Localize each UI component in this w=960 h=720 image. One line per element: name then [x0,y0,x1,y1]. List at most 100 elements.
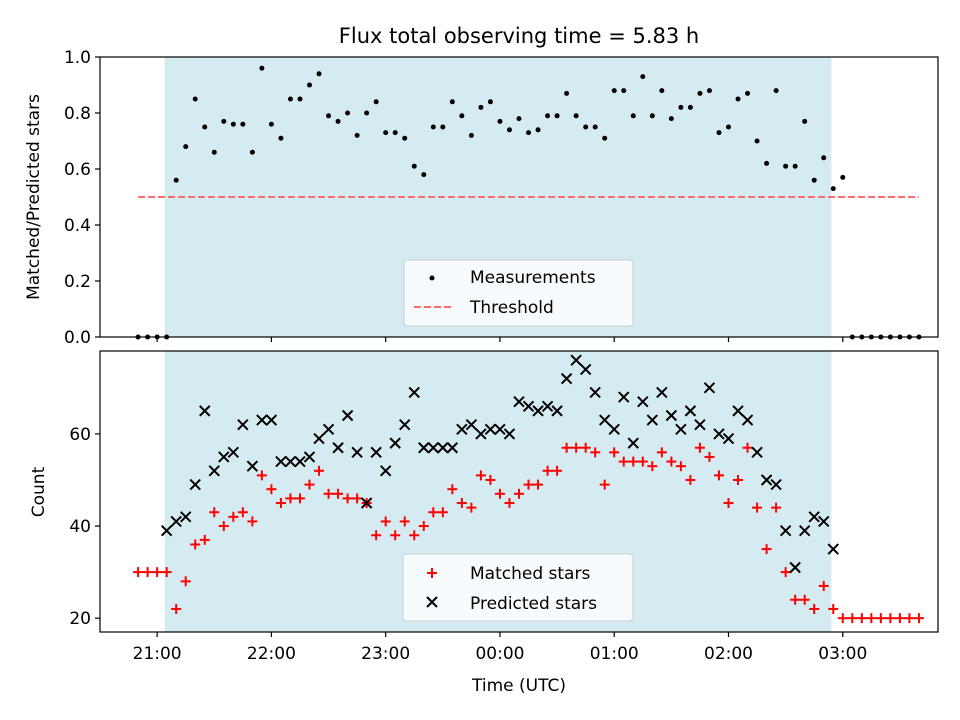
top-y-axis-label: Matched/Predicted stars [24,94,44,300]
predicted-star-point [589,386,601,399]
predicted-star-point [703,382,716,394]
measurement-point [297,96,303,102]
measurement-point [373,99,379,105]
predicted-star-point [513,395,525,408]
measurement-point [249,149,255,155]
predicted-star-point [570,354,582,366]
matched-star-point [171,603,182,614]
legend-label-matched: Matched stars [470,564,590,584]
measurement-point [459,113,465,119]
matched-star-point [799,594,810,605]
measurement-point [535,127,541,133]
measurement-point [630,113,636,119]
measurement-point [783,163,789,169]
measurement-point [649,113,655,119]
measurement-point [678,104,684,110]
predicted-star-point [475,428,487,440]
matched-star-point [266,484,277,495]
chart-title: Flux total observing time = 5.83 h [339,24,699,48]
predicted-star-point [160,524,173,537]
predicted-star-point [494,423,506,436]
predicted-star-point [779,524,792,537]
matched-star-point [694,442,705,453]
top-panel: 0.0 0.2 0.4 0.6 0.8 1.0 Matched/Predicted sta… [24,48,939,348]
measurement-point [478,104,484,110]
matched-star-point [837,613,848,624]
matched-star-point [409,530,420,541]
predicted-star-point [551,405,563,417]
measurement-point [726,124,731,130]
matched-star-point [723,498,734,509]
matched-star-point [809,603,820,614]
measurement-point [240,121,246,127]
xtick-label: 00:00 [475,644,524,664]
matched-star-point [199,534,210,545]
matched-star-point [599,479,610,490]
xtick-label: 22:00 [247,644,296,664]
predicted-star-point [418,442,430,454]
predicted-star-point [579,363,592,376]
matched-star-point [275,498,286,509]
predicted-star-point [541,400,554,412]
predicted-star-point [732,405,744,417]
measurement-point [802,118,808,124]
matched-star-point [771,502,782,513]
matched-star-point [847,613,858,624]
measurement-point [764,160,770,166]
matched-star-point [894,613,905,624]
matched-star-point [342,493,353,504]
predicted-star-point [722,432,735,445]
matched-star-point [133,567,144,578]
matched-star-point [713,470,724,481]
predicted-star-point [208,465,220,477]
predicted-star-point [751,446,763,459]
matched-star-point [437,507,448,518]
measurement-point [487,99,493,105]
legend-label-threshold: Threshold [469,298,554,318]
matched-star-point [704,451,715,462]
matched-star-point [733,474,744,485]
matched-star-point [761,544,772,555]
matched-star-point [190,539,201,550]
matched-star-point [142,567,153,578]
measurement-point [564,90,570,96]
measurement-point [440,124,446,130]
measurement-point [754,138,760,144]
matched-star-point [209,507,220,518]
predicted-star-point [227,446,240,459]
predicted-star-point [818,515,830,528]
predicted-star-point [627,437,639,449]
predicted-star-point [770,478,782,491]
predicted-star-point [437,442,449,454]
bottom-ytick-label: 40 [69,517,91,537]
matched-star-point [628,456,639,467]
measurement-point [735,96,741,102]
top-ytick-label: 0.2 [64,272,91,292]
measurement-point [230,121,236,127]
matched-star-point [161,567,172,578]
matched-star-point [885,613,896,624]
legend-marker-matched [427,568,437,578]
matched-star-point [666,456,677,467]
matched-star-point [828,603,839,614]
matched-star-point [428,507,439,518]
matched-star-point [304,479,315,490]
predicted-star-point [741,414,754,426]
matched-star-point [418,521,429,532]
measurement-point [554,113,560,119]
top-ytick-label: 0.0 [64,328,91,348]
measurement-point [545,113,551,119]
xtick-label: 23:00 [361,644,410,664]
predicted-star-point [408,386,420,399]
matched-star-point [514,488,524,499]
measurement-point [659,88,665,94]
measurement-point [840,174,846,180]
measurement-point [592,124,598,130]
measurement-point [411,163,417,169]
measurement-point [173,177,179,183]
matched-star-point [790,594,801,605]
matched-star-point [647,461,658,472]
predicted-star-point [675,423,687,436]
predicted-star-point [503,428,516,440]
measurement-point [497,118,503,124]
